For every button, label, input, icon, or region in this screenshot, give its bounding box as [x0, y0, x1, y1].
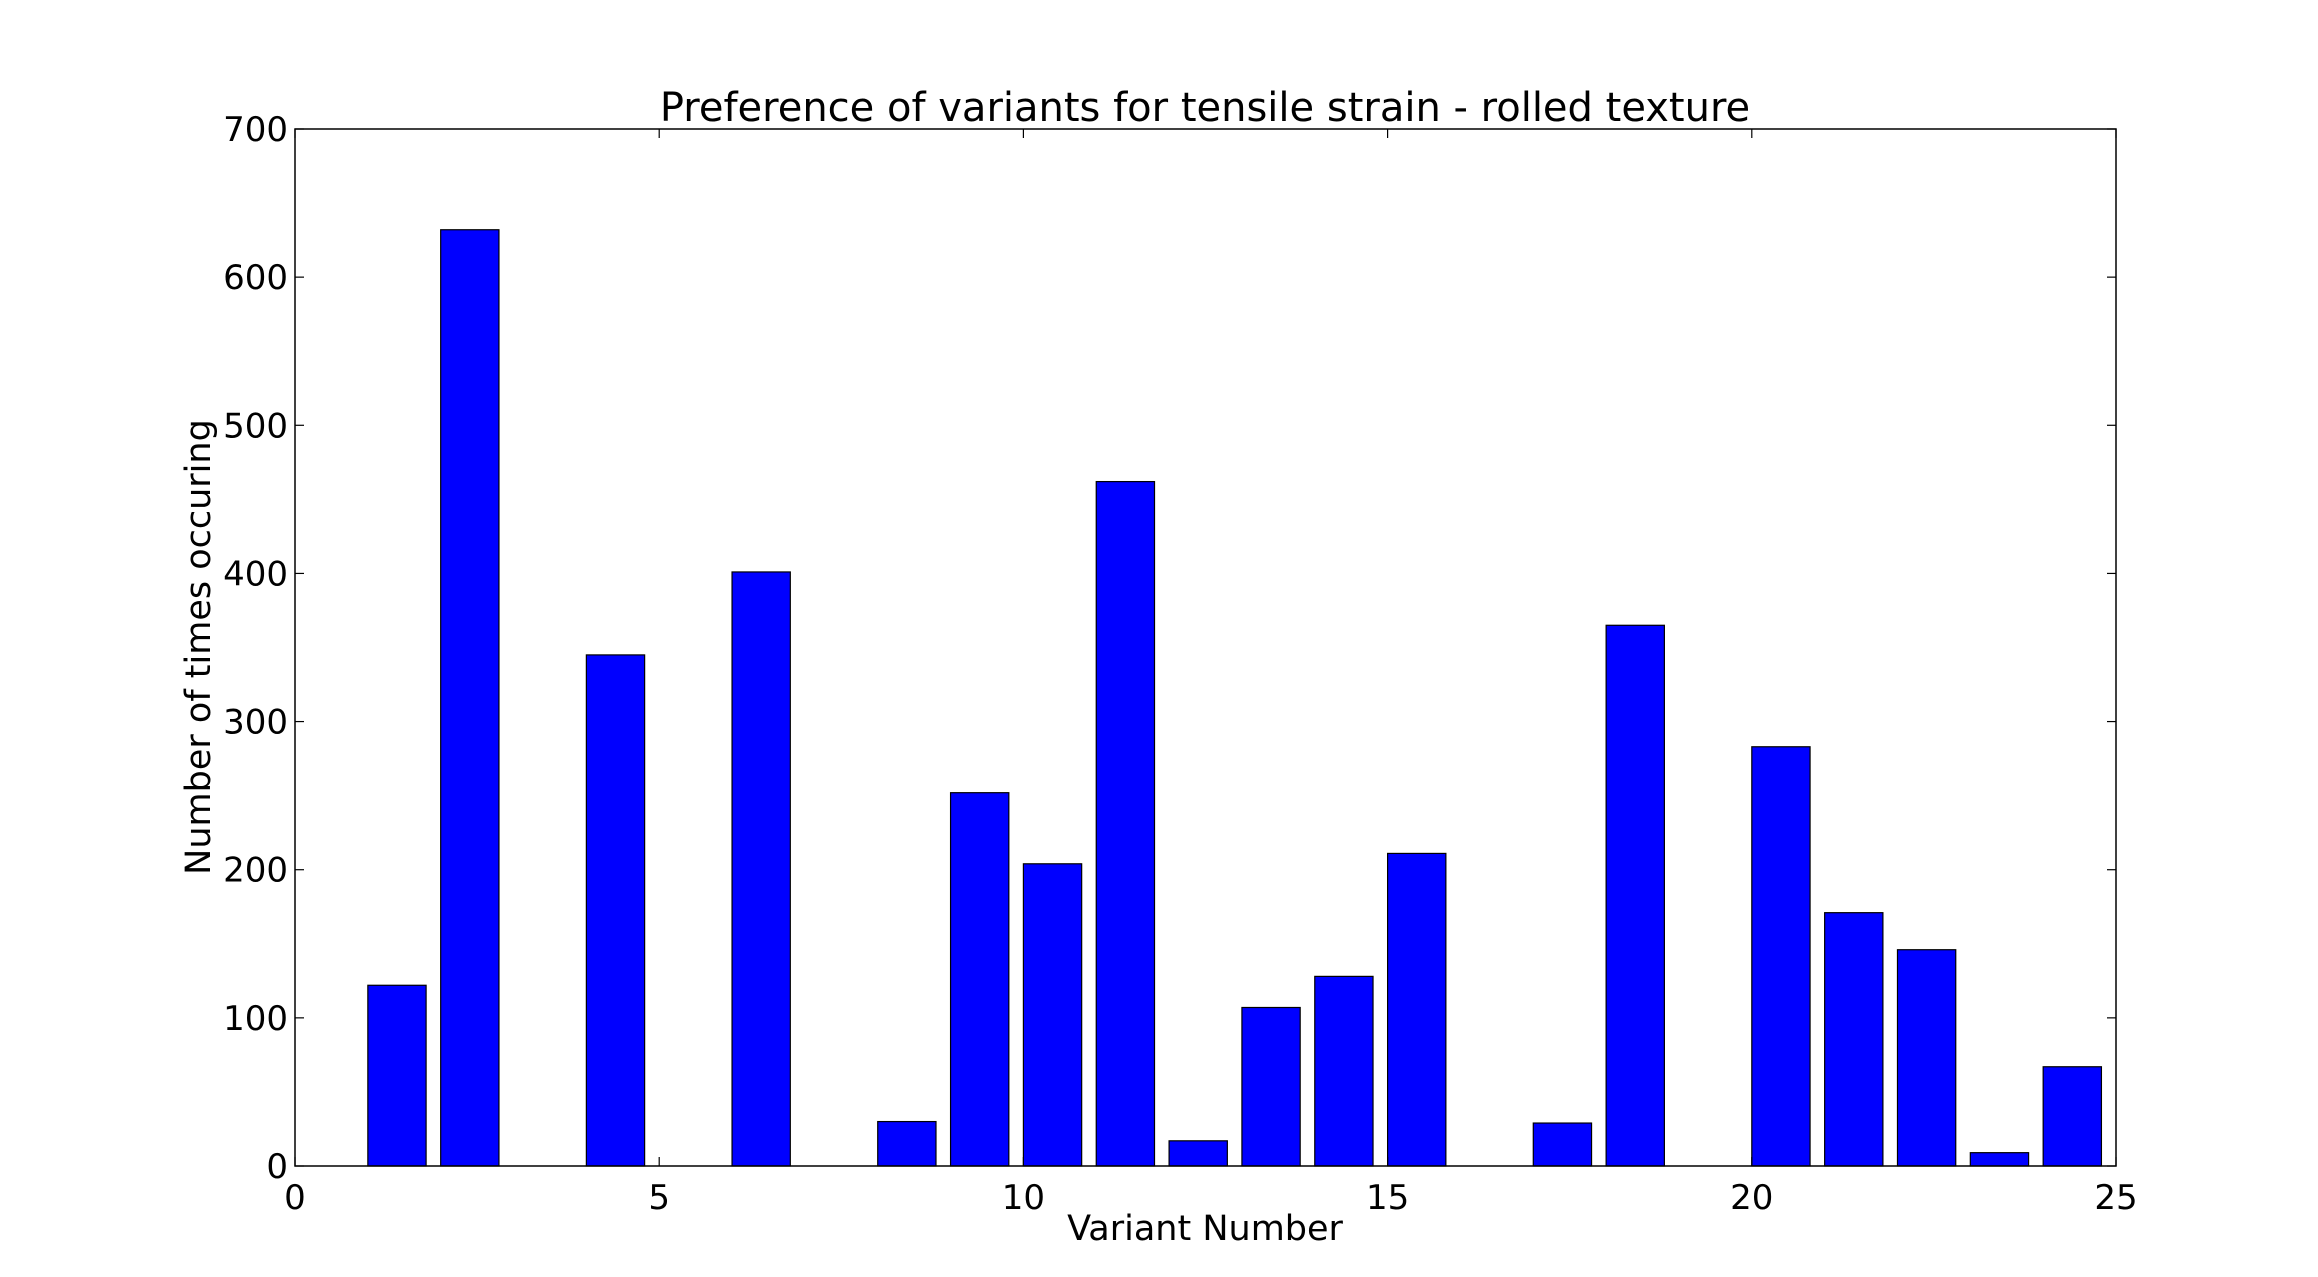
bar-variant-17: [1532, 1122, 1593, 1167]
bar-variant-13: [1241, 1006, 1301, 1167]
bar-variant-1: [367, 984, 427, 1167]
y-tick-label: 500: [223, 406, 288, 446]
bar-variant-21: [1824, 912, 1884, 1167]
y-tick-label: 200: [223, 851, 288, 891]
x-tick-label: 15: [1366, 1178, 1409, 1218]
x-tick-label: 5: [648, 1178, 670, 1218]
chart-title: Preference of variants for tensile strai…: [660, 85, 1750, 131]
bar-variant-10: [1022, 863, 1083, 1167]
bar-variant-18: [1605, 624, 1665, 1167]
bar-variant-11: [1095, 480, 1156, 1167]
x-tick-label: 25: [2094, 1178, 2137, 1218]
x-axis-label: Variant Number: [1067, 1209, 1343, 1249]
y-tick-label: 600: [223, 258, 288, 298]
y-tick-label: 400: [223, 554, 288, 594]
bar-variant-24: [2042, 1066, 2103, 1167]
bar-variant-23: [1969, 1152, 2030, 1167]
x-tick-label: 20: [1730, 1178, 1773, 1218]
bar-variant-12: [1168, 1140, 1228, 1167]
y-tick-label: 0: [266, 1147, 288, 1187]
bar-variant-9: [949, 792, 1010, 1167]
bar-variant-8: [877, 1120, 937, 1167]
bar-variant-20: [1751, 746, 1811, 1167]
bar-variant-14: [1314, 975, 1374, 1167]
bar-variant-2: [440, 229, 500, 1167]
y-axis-label: Number of times occuring: [179, 419, 219, 875]
x-tick-label: 10: [1002, 1178, 1045, 1218]
bar-variant-22: [1896, 949, 1957, 1167]
x-tick-label: 0: [284, 1178, 306, 1218]
plot-frame: [294, 128, 2117, 1167]
y-tick-label: 300: [223, 703, 288, 743]
bar-variant-6: [731, 571, 791, 1167]
bar-variant-4: [585, 654, 646, 1167]
bars-group: [367, 229, 2103, 1167]
ticks-group: 0 5 10 15 20 25 0 100 200 300 400 500 600 700: [223, 110, 2138, 1218]
y-tick-label: 700: [223, 110, 288, 150]
bar-variant-15: [1386, 852, 1447, 1167]
y-tick-label: 100: [223, 999, 288, 1039]
